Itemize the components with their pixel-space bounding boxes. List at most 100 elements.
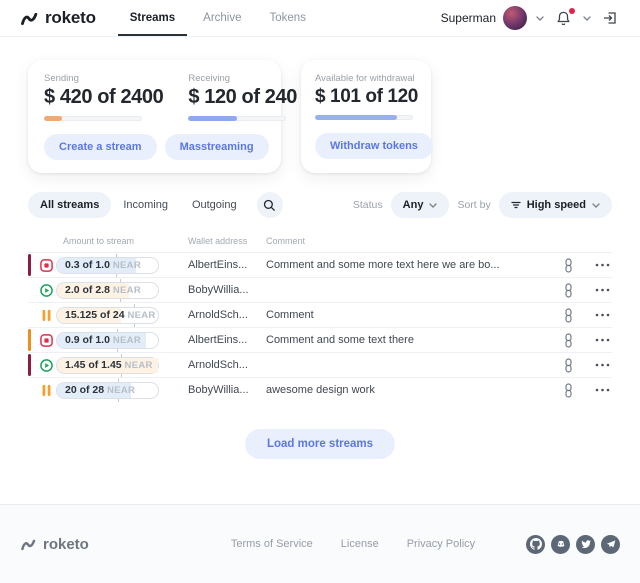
token-unit: NEAR — [124, 360, 153, 371]
copy-link-button[interactable] — [554, 356, 582, 375]
row-menu-button[interactable] — [593, 386, 612, 394]
discord-link[interactable] — [551, 534, 570, 554]
amount-progress-pill: 20 of 28 NEAR — [56, 378, 159, 402]
stream-status-cell — [28, 358, 56, 372]
column-wallet: Wallet address — [188, 236, 248, 246]
stream-row[interactable]: 2.0 of 2.8 NEAR BobyWillia... — [28, 277, 612, 302]
progress-tick — [116, 328, 118, 332]
create-stream-button[interactable]: Create a stream — [44, 134, 157, 160]
nav-item[interactable]: Tokens — [269, 12, 306, 24]
row-menu-button[interactable] — [593, 311, 612, 319]
row-menu-button[interactable] — [593, 261, 612, 269]
play-icon — [39, 283, 53, 297]
avatar[interactable] — [503, 6, 527, 30]
status-label: Status — [352, 199, 383, 211]
twitter-link[interactable] — [576, 534, 595, 554]
telegram-link[interactable] — [601, 534, 620, 554]
speed-stripe — [28, 354, 31, 376]
search-button[interactable] — [256, 192, 283, 218]
copy-link-button[interactable] — [554, 281, 582, 300]
load-more-streams-button[interactable]: Load more streams — [244, 429, 396, 459]
copy-link-button[interactable] — [554, 256, 582, 275]
copy-link-button[interactable] — [554, 331, 582, 350]
sending-progress-fill — [44, 116, 62, 121]
amount-value: 0.3 of 1.0 NEAR — [65, 259, 141, 271]
speed-stripe — [28, 329, 31, 351]
withdraw-tokens-button[interactable]: Withdraw tokens — [315, 133, 433, 159]
progress-tick — [120, 353, 122, 357]
amount-progress-pill: 0.3 of 1.0 NEAR — [56, 253, 159, 277]
amount-progress-fill — [57, 282, 129, 298]
chevron-down-icon — [592, 202, 600, 208]
amount-value: 2.0 of 2.8 NEAR — [65, 284, 141, 296]
status-dropdown[interactable]: Any — [390, 192, 450, 218]
stream-comment: awesome design work — [266, 384, 375, 396]
copy-link-button[interactable] — [554, 381, 582, 400]
notifications-button[interactable] — [553, 7, 575, 29]
discord-icon — [555, 538, 567, 550]
ellipsis-icon — [595, 288, 610, 292]
logo[interactable]: roketo — [20, 8, 96, 28]
link-icon — [563, 357, 574, 373]
status-value: Any — [402, 199, 424, 211]
amount-value: 15.125 of 24 NEAR — [65, 309, 156, 321]
sort-value: High speed — [526, 199, 586, 211]
ellipsis-icon — [595, 263, 610, 267]
notifications-menu-button[interactable] — [581, 14, 593, 23]
stream-row[interactable]: 20 of 28 NEAR BobyWillia... awesome desi… — [28, 377, 612, 402]
stream-status-cell — [28, 309, 56, 322]
link-icon — [563, 307, 574, 323]
stream-row[interactable]: 1.45 of 1.45 NEAR ArnoldSch... — [28, 352, 612, 377]
sort-dropdown[interactable]: High speed — [498, 192, 612, 218]
pause-icon — [41, 309, 52, 322]
footer-link[interactable]: License — [340, 538, 379, 550]
amount-cell: 20 of 28 NEAR — [56, 378, 188, 402]
sort-lines-icon — [511, 201, 521, 209]
amount-progress-fill — [57, 357, 158, 373]
progress-tick — [115, 273, 117, 277]
streaming-summary-card: Sending $ 420 of 2400 Receiving $ 120 of… — [28, 60, 297, 173]
row-menu-button[interactable] — [593, 286, 612, 294]
receiving-label: Receiving — [188, 73, 231, 84]
amount-cell: 1.45 of 1.45 NEAR — [56, 353, 188, 377]
link-icon — [563, 257, 574, 273]
column-amount: Amount to stream — [63, 236, 135, 246]
amount-value: 20 of 28 NEAR — [65, 384, 136, 396]
nav-item[interactable]: Archive — [203, 12, 242, 24]
footer-logo: roketo — [20, 536, 89, 553]
row-menu-button[interactable] — [593, 336, 612, 344]
progress-tick — [133, 323, 135, 327]
amount-cell: 0.3 of 1.0 NEAR — [56, 253, 188, 277]
amount-cell: 0.9 of 1.0 NEAR — [56, 328, 188, 352]
notification-dot — [569, 7, 575, 14]
main-nav: Streams Archive Tokens — [118, 0, 318, 36]
row-menu-button[interactable] — [593, 361, 612, 369]
sending-metric: Sending $ 420 of 2400 — [44, 73, 164, 121]
nav-item[interactable]: Streams — [118, 0, 187, 36]
copy-link-button[interactable] — [554, 306, 582, 325]
wallet-address: BobyWillia... — [188, 284, 249, 296]
account-menu-button[interactable] — [534, 14, 546, 23]
token-unit: NEAR — [127, 310, 156, 321]
stream-row[interactable]: 0.3 of 1.0 NEAR AlbertEins... Comment an… — [28, 252, 612, 277]
stream-row[interactable]: 15.125 of 24 NEAR ArnoldSch... Comment — [28, 302, 612, 327]
speed-stripe — [28, 254, 31, 276]
app-footer: roketo Terms of Service License Privacy … — [0, 504, 640, 583]
twitter-icon — [580, 538, 592, 550]
stream-filter-tab[interactable]: Outgoing — [180, 192, 249, 218]
sign-out-button[interactable] — [600, 8, 620, 28]
footer-link[interactable]: Terms of Service — [230, 538, 313, 550]
stream-filter-tab[interactable]: All streams — [28, 192, 112, 218]
amount-value: 1.45 of 1.45 NEAR — [65, 359, 153, 371]
stream-row[interactable]: 0.9 of 1.0 NEAR AlbertEins... Comment an… — [28, 327, 612, 352]
receiving-metric: Receiving $ 120 of 240 — [188, 73, 297, 121]
wallet-address: BobyWillia... — [188, 384, 249, 396]
amount-value: 0.9 of 1.0 NEAR — [65, 334, 141, 346]
progress-tick — [119, 298, 121, 302]
footer-link[interactable]: Privacy Policy — [406, 538, 476, 550]
masstreaming-button[interactable]: Masstreaming — [164, 134, 269, 160]
stream-comment: Comment — [266, 309, 314, 321]
chevron-down-icon — [583, 15, 591, 21]
stream-filter-tab[interactable]: Incoming — [111, 192, 180, 218]
github-link[interactable] — [526, 534, 545, 554]
